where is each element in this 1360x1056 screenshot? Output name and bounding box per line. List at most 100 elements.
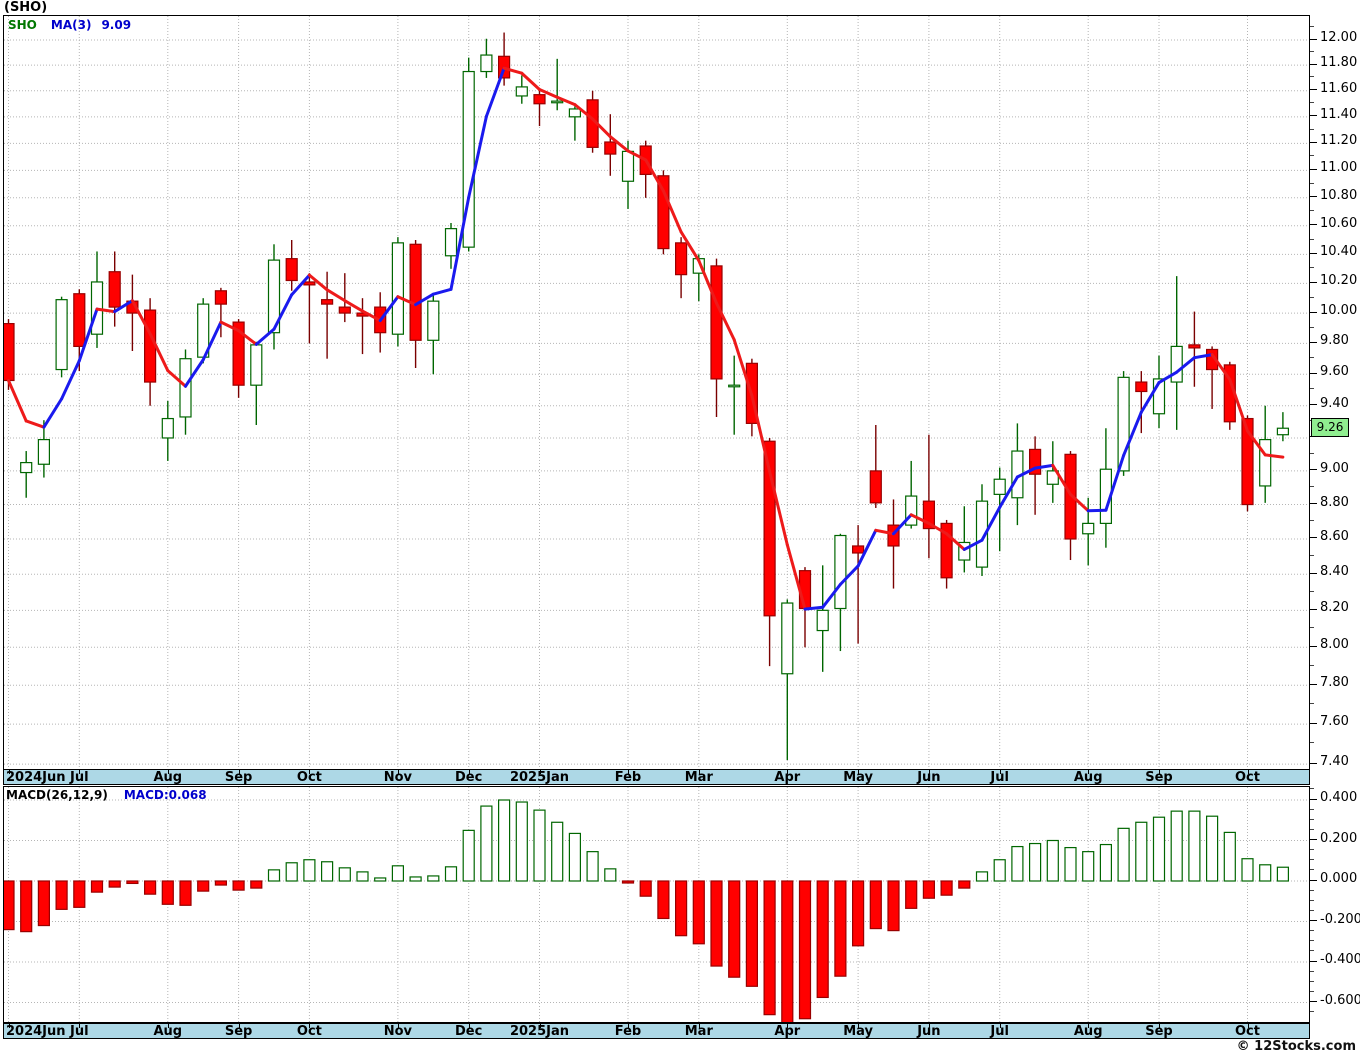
price-legend: SHO MA(3) 9.09 <box>8 18 131 32</box>
candle-down <box>887 524 900 547</box>
axis-tick-major <box>1310 196 1317 198</box>
y-axis-label: 9.60 <box>1320 364 1349 380</box>
y-axis-label: 9.80 <box>1320 333 1349 349</box>
month-label: Oct <box>296 770 322 785</box>
candle-up <box>267 259 281 334</box>
axis-tick-minor <box>1310 51 1314 53</box>
axis-tick-minor <box>1310 869 1314 871</box>
candle-down <box>321 299 334 305</box>
ma3-line-segment <box>343 299 364 313</box>
axis-tick-minor <box>1310 1011 1314 1013</box>
macd-bar-positive <box>1188 810 1201 882</box>
axis-tick-major <box>1310 762 1317 764</box>
axis-tick-minor <box>1310 980 1314 982</box>
candle-down <box>4 323 15 382</box>
ma3-line-segment <box>130 299 152 336</box>
axis-tick-major <box>1310 311 1317 313</box>
axis-tick-minor <box>1310 859 1314 861</box>
month-tick <box>167 1024 169 1028</box>
ma3-line-segment <box>697 259 718 305</box>
axis-tick-minor <box>1310 182 1314 184</box>
ma3-line-segment <box>290 273 311 297</box>
ma3-line-segment <box>821 582 842 609</box>
x-axis-months-top: 2024Jun Jul Aug Sep Oct Nov Dec 2025Jan Feb Mar Ap… <box>3 769 1310 785</box>
month-tick <box>309 770 311 774</box>
candle-down <box>214 290 227 305</box>
ma3-line-segment <box>715 301 736 342</box>
y-axis-label: 11.80 <box>1320 55 1358 71</box>
ma3-line-segment <box>555 95 577 107</box>
month-tick <box>397 1024 399 1028</box>
ma3-line-segment <box>1192 353 1214 360</box>
macd-bar-negative <box>657 880 670 920</box>
month-tick <box>8 1024 10 1028</box>
macd-bar-positive <box>1135 821 1148 882</box>
month-tick <box>1088 1024 1090 1028</box>
axis-tick-minor <box>1310 742 1314 744</box>
month-tick <box>8 770 10 774</box>
axis-tick-minor <box>1310 102 1314 104</box>
macd-bar-positive <box>551 821 564 882</box>
candle-down <box>285 258 298 282</box>
y-axis-label: -0.200 <box>1320 911 1360 927</box>
month-tick <box>397 770 399 774</box>
month-tick <box>628 1024 629 1028</box>
macd-bar-negative <box>887 880 900 932</box>
ma3-line-segment <box>7 378 28 423</box>
axis-tick-minor <box>1310 452 1314 454</box>
month-tick <box>1247 770 1249 774</box>
ma3-line-segment <box>856 528 878 568</box>
month-tick <box>468 770 470 774</box>
macd-bar-positive <box>1259 864 1272 882</box>
ma3-line-segment <box>201 320 223 362</box>
axis-tick-minor <box>1310 128 1314 130</box>
macd-bar-negative <box>940 880 953 896</box>
axis-tick-major <box>1310 798 1317 800</box>
ma3-line-segment <box>998 475 1019 509</box>
month-tick <box>238 770 240 774</box>
ma3-line-segment <box>1104 453 1126 512</box>
axis-tick-major <box>1310 469 1317 471</box>
macd-bar-negative <box>728 880 741 978</box>
axis-tick-major <box>1310 372 1317 374</box>
axis-tick-major <box>1310 341 1317 343</box>
candle-up <box>1117 376 1130 472</box>
candle-up <box>1259 438 1272 487</box>
month-tick <box>1088 770 1090 774</box>
candle-down <box>144 309 157 383</box>
month-label: Sep <box>1145 1024 1173 1039</box>
price-axis-gutter: 7.40 7.60 7.80 8.00 8.20 8.40 8.60 8.80 9.00 9.40… <box>1310 15 1360 770</box>
candle-up <box>905 495 918 526</box>
candle-up <box>975 500 989 568</box>
axis-tick-major <box>1310 281 1317 283</box>
ma3-line-segment <box>484 66 506 118</box>
y-axis-label: 7.60 <box>1320 714 1349 730</box>
macd-bar-negative <box>798 880 812 1020</box>
macd-bar-positive <box>1152 816 1166 882</box>
macd-bar-negative <box>639 880 652 897</box>
month-label: 2024Jun <box>6 1024 66 1039</box>
month-label: Nov <box>383 1024 413 1039</box>
y-axis-label: 11.60 <box>1320 80 1358 96</box>
axis-tick-minor <box>1310 990 1314 992</box>
y-axis-label: 11.40 <box>1320 106 1358 122</box>
macd-bar-negative <box>250 880 263 889</box>
y-axis-label: 0.000 <box>1320 871 1358 886</box>
ma3-line-segment <box>838 564 860 586</box>
month-tick <box>698 770 700 774</box>
macd-bar-negative <box>161 880 174 905</box>
macd-axis-gutter: -0.600 -0.400 -0.200 0.000 0.200 0.400 <box>1310 786 1360 1023</box>
ma3-line-segment <box>608 135 630 153</box>
month-label: Oct <box>1235 1024 1260 1039</box>
ma3-line-segment <box>573 103 595 121</box>
macd-bar-negative <box>37 880 51 927</box>
month-label: May <box>843 770 873 785</box>
axis-tick-minor <box>1310 909 1314 911</box>
macd-bar-positive <box>1117 827 1130 882</box>
macd-bar-positive <box>1082 851 1095 882</box>
month-tick <box>468 1024 470 1028</box>
ma3-line-segment <box>1033 463 1055 470</box>
candle-down <box>1241 417 1254 506</box>
macd-bar-positive <box>498 799 511 882</box>
